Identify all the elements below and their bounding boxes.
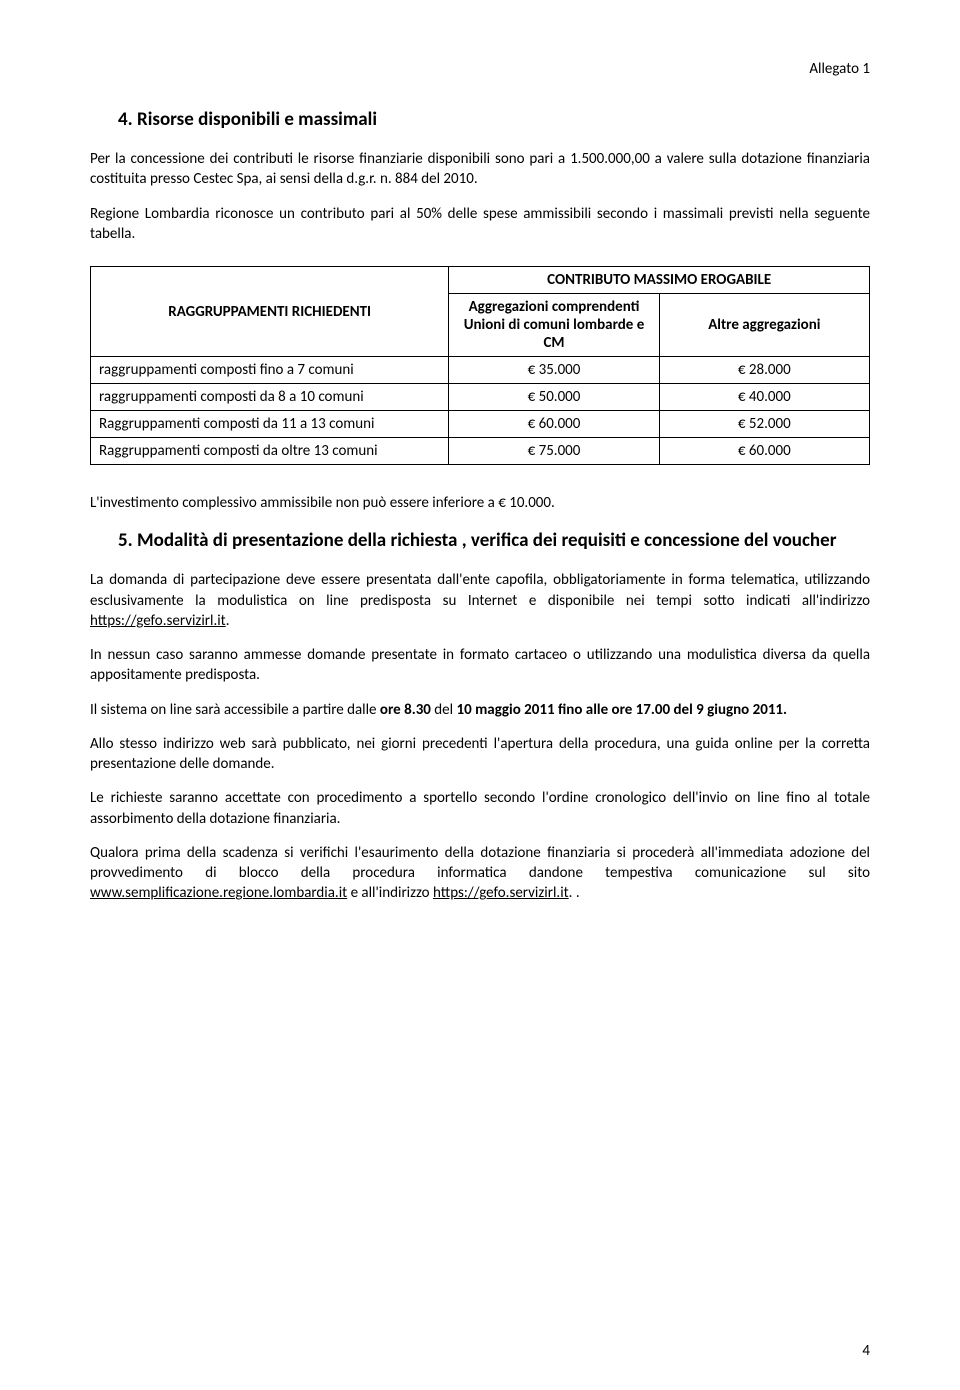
row-label: Raggruppamenti composti da 11 a 13 comun… <box>91 411 449 438</box>
table-col1-head: Aggregazioni comprendenti Unioni di comu… <box>449 294 659 357</box>
s5p6-link1: www.semplificazione.regione.lombardia.it <box>90 884 347 902</box>
s5p3-b: ore 8.30 <box>380 701 431 719</box>
row-v1: € 75.000 <box>449 438 659 465</box>
s5p1-b: . <box>226 612 230 630</box>
table-col2-head: Altre aggregazioni <box>659 294 869 357</box>
section5-para6: Qualora prima della scadenza si verifich… <box>90 843 870 904</box>
row-v2: € 52.000 <box>659 411 869 438</box>
after-table-note: L'investimento complessivo ammissibile n… <box>90 493 870 513</box>
section5-para4: Allo stesso indirizzo web sarà pubblicat… <box>90 734 870 775</box>
section5-para1: La domanda di partecipazione deve essere… <box>90 570 870 631</box>
section4-p1-amount: 1.500.000,00 <box>570 150 650 168</box>
s5p1-a: La domanda di partecipazione deve essere… <box>90 571 870 609</box>
row-label: raggruppamenti composti da 8 a 10 comuni <box>91 384 449 411</box>
table-rowhead: RAGGRUPPAMENTI RICHIEDENTI <box>91 267 449 357</box>
section4-heading: 4. Risorse disponibili e massimali <box>118 108 870 131</box>
s5p3-d: 10 maggio 2011 fino alle ore 17.00 del 9… <box>456 701 787 719</box>
row-v1: € 60.000 <box>449 411 659 438</box>
header-allegato: Allegato 1 <box>90 60 870 78</box>
table-row: raggruppamenti composti fino a 7 comuni … <box>91 357 870 384</box>
section4-para1: Per la concessione dei contributi le ris… <box>90 149 870 190</box>
s5p3-a: Il sistema on line sarà accessibile a pa… <box>90 701 380 719</box>
row-v1: € 35.000 <box>449 357 659 384</box>
s5p3-c: del <box>431 701 457 719</box>
page-number: 4 <box>862 1342 870 1360</box>
table-row: Raggruppamenti composti da 11 a 13 comun… <box>91 411 870 438</box>
row-v2: € 28.000 <box>659 357 869 384</box>
s5p1-link: https://gefo.servizirl.it <box>90 612 226 630</box>
contribution-table: RAGGRUPPAMENTI RICHIEDENTI CONTRIBUTO MA… <box>90 266 870 465</box>
section5-para5: Le richieste saranno accettate con proce… <box>90 788 870 829</box>
row-label: Raggruppamenti composti da oltre 13 comu… <box>91 438 449 465</box>
section5-para2: In nessun caso saranno ammesse domande p… <box>90 645 870 686</box>
row-v2: € 60.000 <box>659 438 869 465</box>
section4-para2: Regione Lombardia riconosce un contribut… <box>90 204 870 245</box>
section5-para3: Il sistema on line sarà accessibile a pa… <box>90 700 870 720</box>
row-v2: € 40.000 <box>659 384 869 411</box>
s5p6-a: Qualora prima della scadenza si verifich… <box>90 844 870 882</box>
table-row: Raggruppamenti composti da oltre 13 comu… <box>91 438 870 465</box>
row-label: raggruppamenti composti fino a 7 comuni <box>91 357 449 384</box>
s5p6-c: . . <box>569 884 580 902</box>
document-page: Allegato 1 4. Risorse disponibili e mass… <box>0 0 960 1390</box>
section4-p1-a: Per la concessione dei contributi le ris… <box>90 150 570 168</box>
row-v1: € 50.000 <box>449 384 659 411</box>
section5-heading: 5. Modalità di presentazione della richi… <box>118 529 870 552</box>
s5p6-b: e all'indirizzo <box>347 884 433 902</box>
s5p6-link2: https://gefo.servizirl.it <box>433 884 569 902</box>
table-row: raggruppamenti composti da 8 a 10 comuni… <box>91 384 870 411</box>
table-superhead: CONTRIBUTO MASSIMO EROGABILE <box>449 267 870 294</box>
